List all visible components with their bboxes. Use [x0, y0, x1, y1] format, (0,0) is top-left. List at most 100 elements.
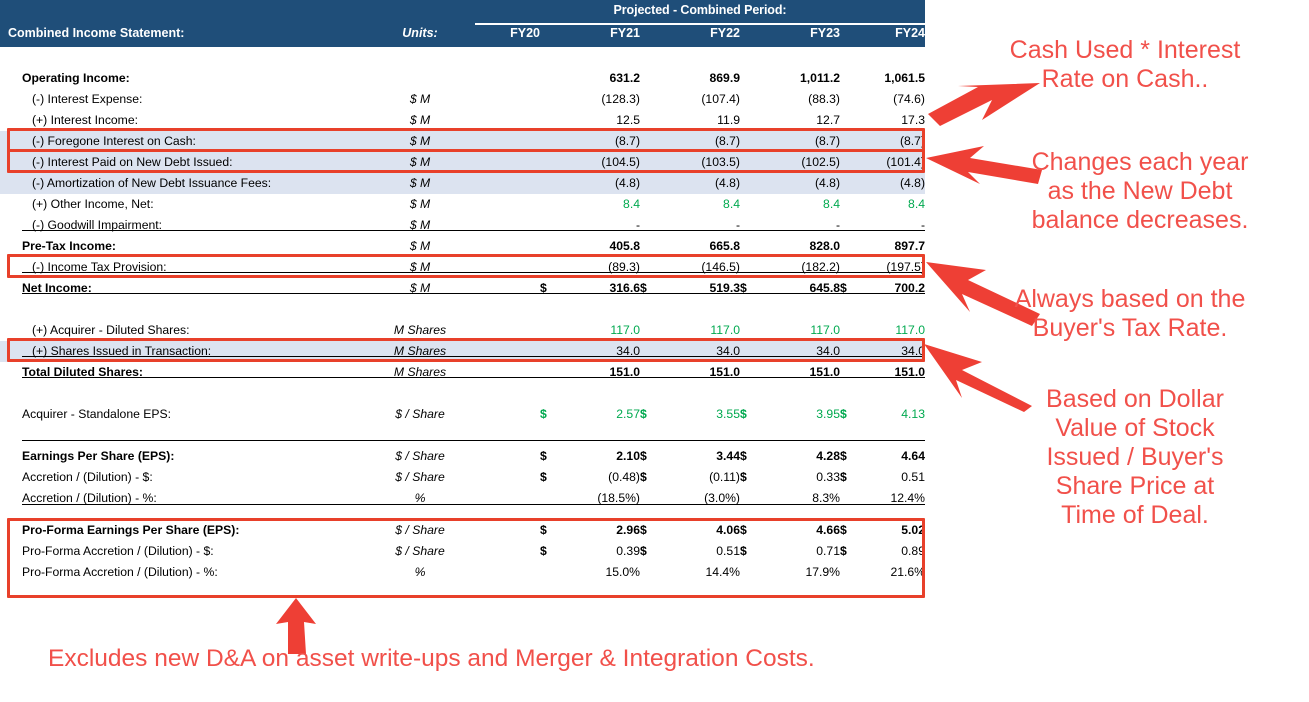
row-units: $ M — [409, 113, 431, 127]
column-header-units: Units: — [402, 26, 438, 40]
table-cell: 34.0 — [901, 344, 925, 358]
table-cell: 645.8 — [809, 281, 841, 295]
table-cell: 700.2 — [894, 281, 926, 295]
row-units: % — [414, 491, 426, 505]
table-cell: 3.95 — [816, 407, 840, 421]
table-cell: (8.7) — [714, 134, 740, 148]
table-cell: 8.4 — [908, 197, 925, 211]
row-label: Pre-Tax Income: — [22, 239, 116, 253]
column-header-fy22: FY22 — [710, 26, 740, 40]
table-cell: (0.48) — [608, 470, 640, 484]
table-row: Pro-Forma Accretion / (Dilution) - %:% 15… — [0, 562, 925, 583]
row-label: (-) Amortization of New Debt Issuance Fe… — [32, 176, 272, 190]
currency-symbol: $ — [640, 470, 647, 484]
row-label: (-) Foregone Interest on Cash: — [32, 134, 196, 148]
row-units: $ / Share — [395, 470, 445, 484]
table-cell: 8.4 — [823, 197, 840, 211]
row-label: Pro-Forma Accretion / (Dilution) - $: — [22, 544, 214, 558]
table-cell: 21.6% — [890, 565, 925, 579]
row-label: Pro-Forma Earnings Per Share (EPS): — [22, 523, 240, 537]
table-cell: 151.0 — [609, 365, 641, 379]
row-units: M Shares — [393, 323, 447, 337]
table-cell: 8.4 — [723, 197, 740, 211]
row-label: Acquirer - Standalone EPS: — [22, 407, 172, 421]
table-cell: 631.2 — [609, 71, 641, 85]
currency-symbol: $ — [540, 544, 547, 558]
table-cell: 2.10 — [616, 449, 640, 463]
column-header-fy24: FY24 — [895, 26, 925, 40]
currency-symbol: $ — [540, 281, 547, 295]
currency-symbol: $ — [640, 407, 647, 421]
table-cell: (18.5%) — [597, 491, 640, 505]
column-header-fy20: FY20 — [510, 26, 540, 40]
row-label: Operating Income: — [22, 71, 130, 85]
row-label: Total Diluted Shares: — [22, 365, 143, 379]
row-label: (-) Income Tax Provision: — [32, 260, 167, 274]
table-cell: 8.3% — [812, 491, 840, 505]
table-cell: (103.5) — [701, 155, 740, 169]
table-cell: (3.0%) — [704, 491, 740, 505]
currency-symbol: $ — [740, 523, 747, 537]
row-units: $ M — [409, 176, 431, 190]
arrow-icon-tax-rate — [926, 262, 1040, 326]
table-cell: 12.7 — [816, 113, 840, 127]
table-row: Earnings Per Share (EPS): $ / Share $2.10 $… — [0, 446, 925, 467]
row-label: Pro-Forma Accretion / (Dilution) - %: — [22, 565, 218, 579]
table-row: Operating Income: 631.2 869.9 1,011.2 1,061.… — [0, 68, 925, 89]
table-row: (-) Interest Expense: $ M (128.3) (107.4) (8… — [0, 89, 925, 110]
table-cell: (4.8) — [899, 176, 925, 190]
table-cell: - — [835, 218, 840, 232]
rule-above-eps — [22, 440, 925, 441]
row-label: (+) Shares Issued in Transaction: — [32, 344, 212, 358]
table-cell: 17.9% — [805, 565, 840, 579]
page-title: Combined Income Statement: — [8, 26, 185, 40]
table-cell: (88.3) — [808, 92, 840, 106]
table-cell: 117.0 — [810, 323, 840, 337]
table-cell: - — [920, 218, 925, 232]
table-cell: (4.8) — [714, 176, 740, 190]
table-row: Pro-Forma Earnings Per Share (EPS): $ / S… — [0, 520, 925, 541]
row-units: % — [414, 565, 426, 579]
table-cell: (8.7) — [614, 134, 640, 148]
table-cell: 2.96 — [616, 523, 640, 537]
arrow-icon-stock-value — [924, 344, 1032, 412]
table-row: (-) Income Tax Provision: $ M (89.3) (146.5… — [0, 257, 925, 278]
row-units: $ M — [409, 197, 431, 211]
row-units: $ M — [409, 260, 431, 274]
row-units: $ / Share — [395, 523, 445, 537]
table-cell: 4.28 — [816, 449, 840, 463]
row-label: Accretion / (Dilution) - %: — [22, 491, 157, 505]
row-units: $ / Share — [395, 544, 445, 558]
table-row: Accretion / (Dilution) - %:% (18.5%) (3.0%… — [0, 488, 925, 509]
currency-symbol: $ — [540, 523, 547, 537]
table-cell: 4.66 — [816, 523, 840, 537]
table-cell: 0.33 — [816, 470, 840, 484]
table-row: (+) Other Income, Net: $ M 8.4 8.4 8.4 8.4 — [0, 194, 925, 215]
rule-below-netincome — [22, 293, 925, 294]
currency-symbol: $ — [840, 281, 847, 295]
row-units: $ M — [409, 239, 431, 253]
row-units: $ M — [409, 92, 431, 106]
table-cell: (4.8) — [814, 176, 840, 190]
currency-symbol: $ — [640, 523, 647, 537]
table-cell: 11.9 — [717, 113, 740, 127]
row-units: $ M — [409, 155, 431, 169]
row-units: $ / Share — [395, 449, 445, 463]
table-cell: 117.0 — [610, 323, 640, 337]
row-label: (-) Interest Expense: — [32, 92, 143, 106]
projected-period-label: Projected - Combined Period: — [613, 3, 787, 17]
currency-symbol: $ — [640, 449, 647, 463]
currency-symbol: $ — [540, 407, 547, 421]
table-cell: 0.51 — [901, 470, 925, 484]
table-cell: 151.0 — [809, 365, 841, 379]
row-label: (+) Interest Income: — [32, 113, 139, 127]
rule-above-netincome — [22, 272, 925, 273]
table-cell: (102.5) — [801, 155, 840, 169]
currency-symbol: $ — [740, 544, 747, 558]
annotation-cash-interest: Cash Used * Interest Rate on Cash.. — [1009, 36, 1241, 93]
column-header-fy21: FY21 — [610, 26, 640, 40]
table-cell: (104.5) — [601, 155, 640, 169]
table-cell: 4.64 — [901, 449, 925, 463]
row-label: (+) Other Income, Net: — [32, 197, 154, 211]
